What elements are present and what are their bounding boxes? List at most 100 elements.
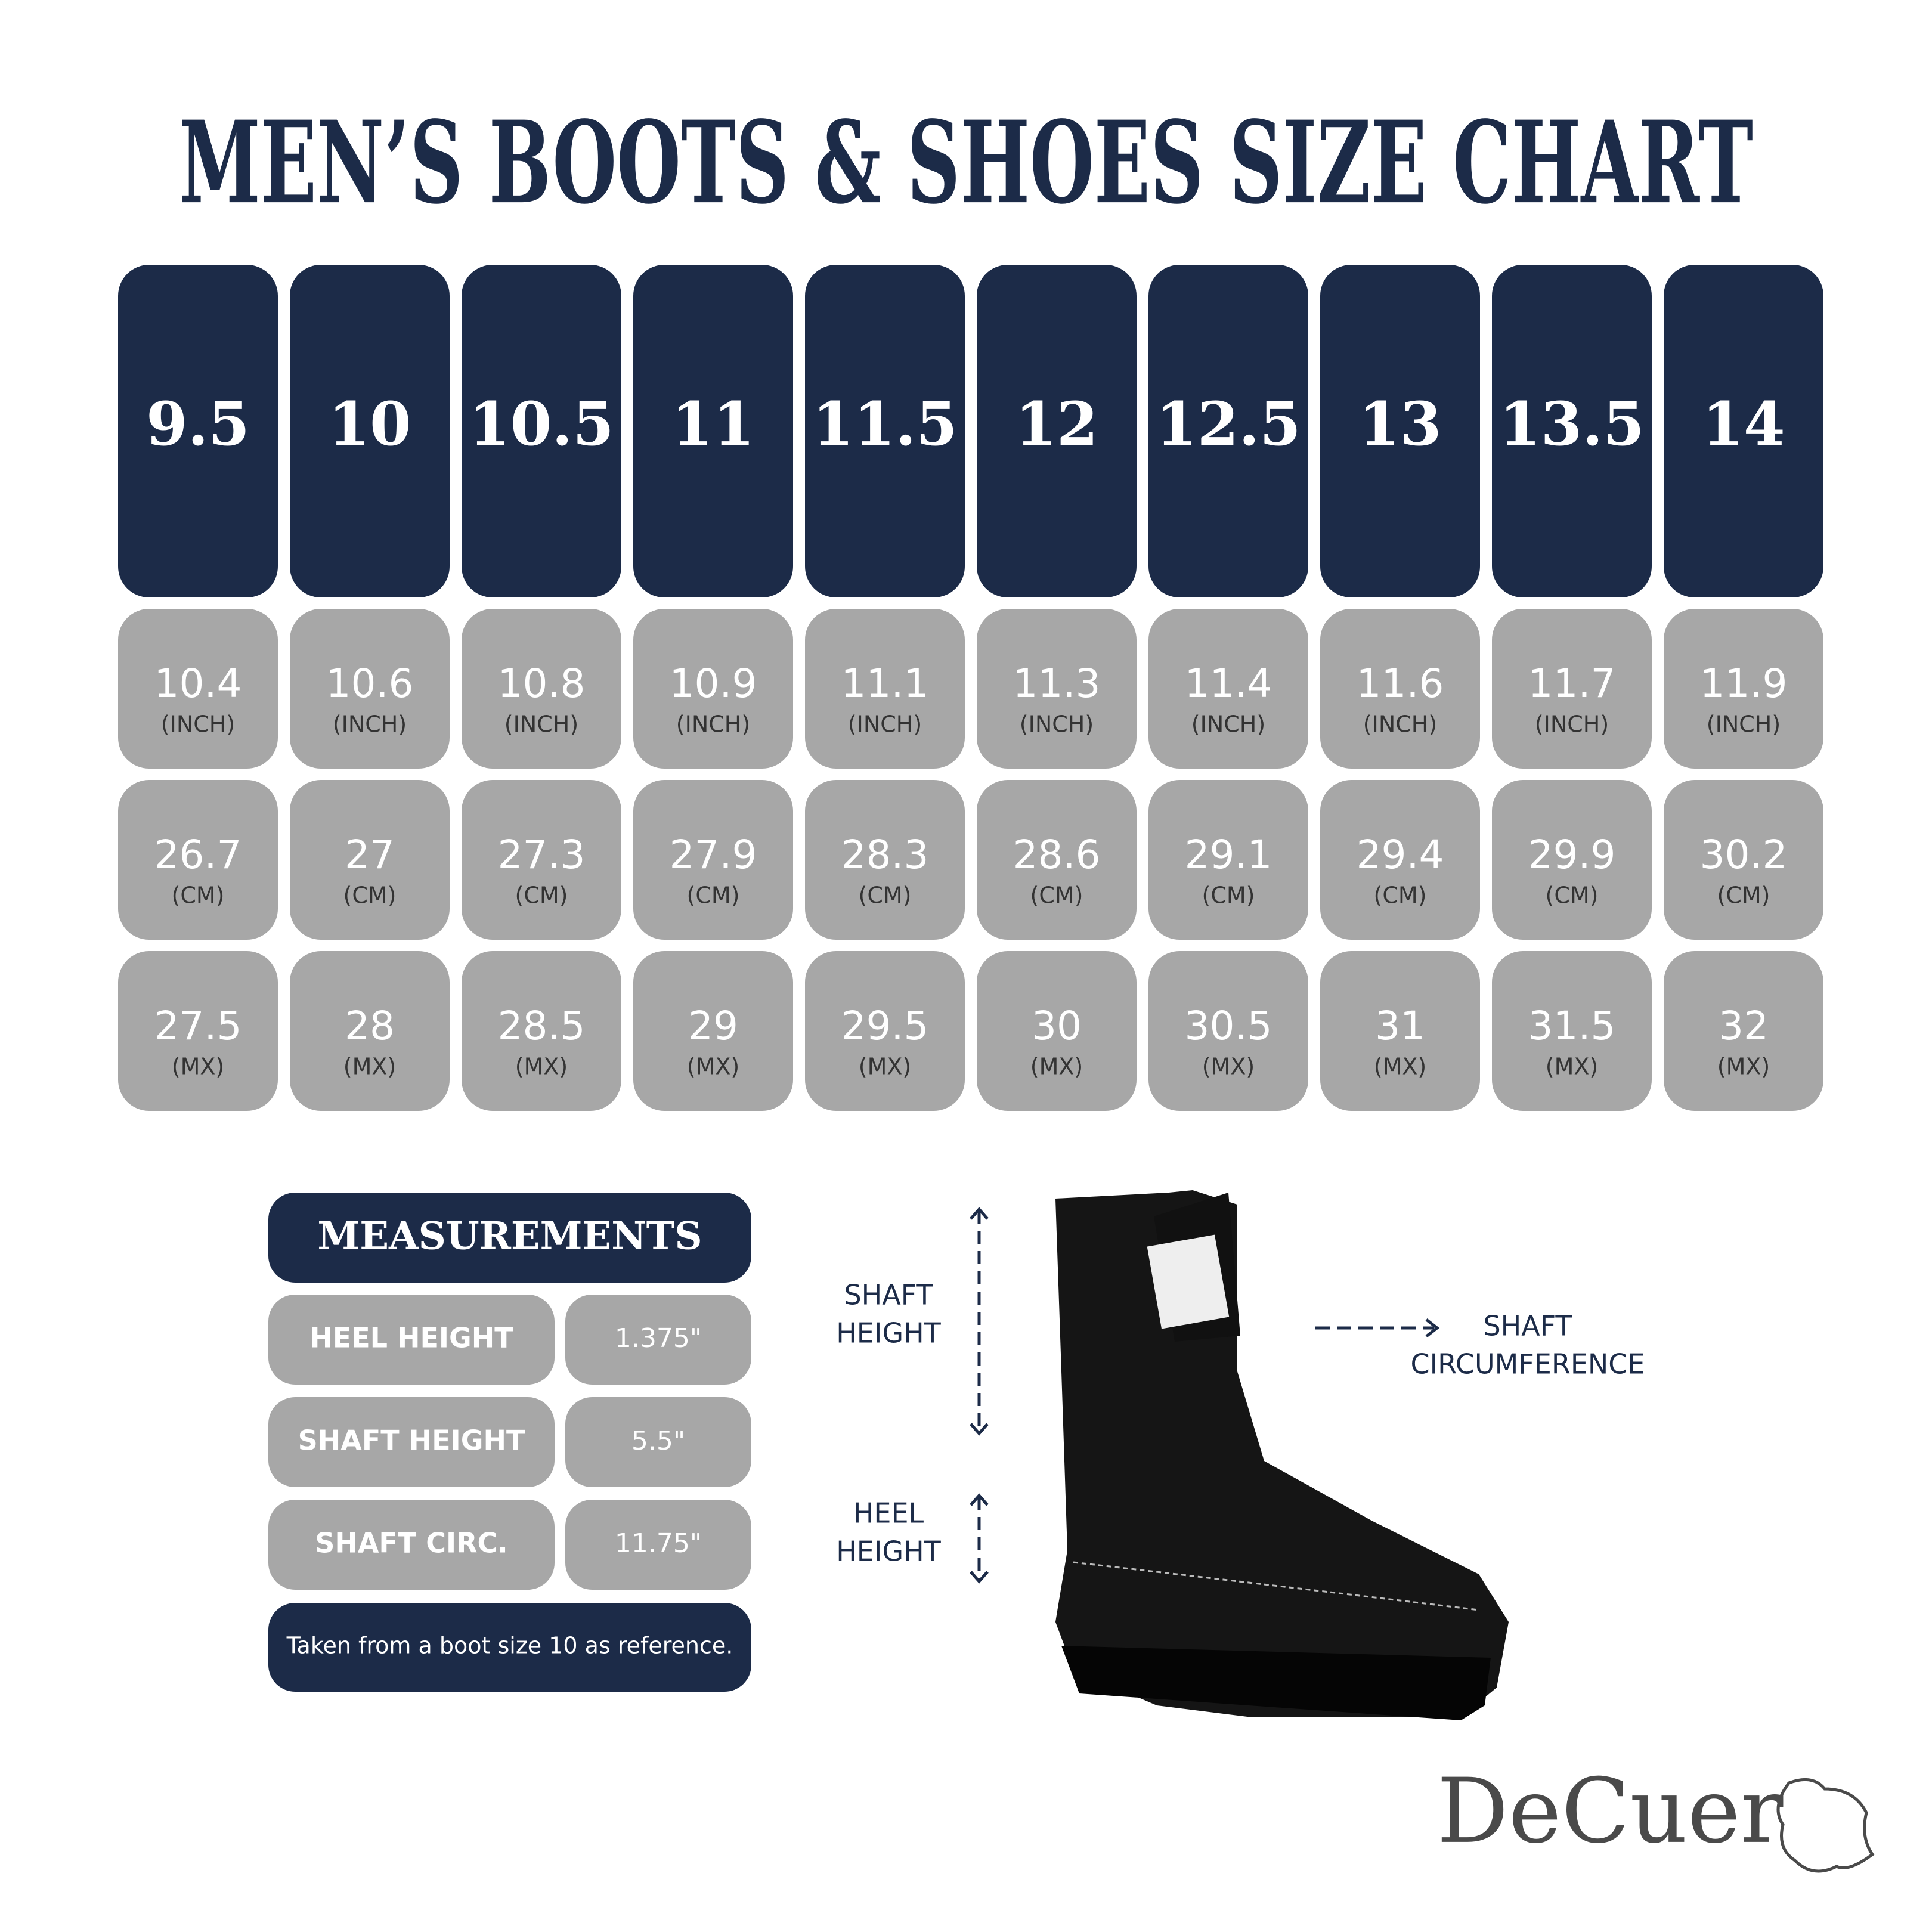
mx-value: 31 xyxy=(1375,1003,1425,1049)
logo-icon xyxy=(1776,1778,1875,1873)
measurements: MEASUREMENTS HEEL HEIGHT 1.375" SHAFT HEIGH… xyxy=(268,1193,751,1692)
mx-unit: (MX) xyxy=(1202,1054,1255,1080)
mx-box xyxy=(462,951,621,1111)
size-box xyxy=(118,265,278,597)
mx-box xyxy=(290,951,450,1111)
inch-box xyxy=(1492,609,1652,769)
size-label: 13.5 xyxy=(1499,389,1645,459)
cm-unit: (CM) xyxy=(687,883,740,909)
inch-box xyxy=(1664,609,1823,769)
cm-unit: (CM) xyxy=(172,883,225,909)
measure-label-box xyxy=(268,1397,555,1487)
inch-unit: (INCH) xyxy=(676,711,750,738)
arrows xyxy=(970,1207,1440,1584)
size-box xyxy=(290,265,450,597)
size-label: 11.5 xyxy=(812,389,958,459)
mx-unit: (MX) xyxy=(1717,1054,1770,1080)
mx-unit: (MX) xyxy=(343,1054,396,1080)
measure-value: 11.75" xyxy=(615,1528,702,1559)
diagram-label: SHAFT xyxy=(844,1279,933,1311)
cm-box xyxy=(1320,780,1480,940)
cm-value: 28.6 xyxy=(1013,832,1101,878)
mx-value: 28 xyxy=(345,1003,395,1049)
cm-box xyxy=(290,780,450,940)
cm-value: 27.9 xyxy=(670,832,757,878)
measure-label-box xyxy=(268,1500,555,1590)
size-box xyxy=(805,265,965,597)
size-label: 10 xyxy=(328,389,411,459)
size-label: 14 xyxy=(1702,389,1785,459)
title: MEN’S BOOTS & SHOES SIZE CHART xyxy=(179,96,1753,229)
mx-value: 30 xyxy=(1032,1003,1082,1049)
cm-value: 27.3 xyxy=(498,832,586,878)
inch-unit: (INCH) xyxy=(1707,711,1781,738)
measure-value-box xyxy=(565,1295,751,1385)
cm-box xyxy=(1664,780,1823,940)
size-label: 13 xyxy=(1358,389,1441,459)
inch-unit: (INCH) xyxy=(333,711,407,738)
measure-label: SHAFT HEIGHT xyxy=(298,1425,525,1457)
measure-value-box xyxy=(565,1500,751,1590)
inch-unit: (INCH) xyxy=(504,711,578,738)
size-label: 10.5 xyxy=(469,389,614,459)
inch-value: 11.9 xyxy=(1700,661,1788,707)
cm-box xyxy=(1492,780,1652,940)
cm-box xyxy=(805,780,965,940)
inch-value: 10.4 xyxy=(154,661,242,707)
cm-value: 29.4 xyxy=(1357,832,1444,878)
inch-unit: (INCH) xyxy=(1535,711,1609,738)
mx-box xyxy=(118,951,278,1111)
size-label: 11 xyxy=(671,389,754,459)
diagram-label: HEEL xyxy=(853,1497,924,1530)
measurements-header: MEASUREMENTS xyxy=(317,1214,702,1259)
mx-box xyxy=(1148,951,1308,1111)
cm-unit: (CM) xyxy=(1717,883,1770,909)
mx-value: 29.5 xyxy=(841,1003,929,1049)
size-box xyxy=(462,265,621,597)
mx-value: 31.5 xyxy=(1528,1003,1616,1049)
cm-value: 27 xyxy=(345,832,395,878)
inch-unit: (INCH) xyxy=(1020,711,1094,738)
size-box xyxy=(1492,265,1652,597)
note: Taken from a boot size 10 as reference. xyxy=(286,1633,733,1659)
inch-value: 11.3 xyxy=(1013,661,1101,707)
cm-unit: (CM) xyxy=(1030,883,1083,909)
measure-value-box xyxy=(565,1397,751,1487)
mx-value: 28.5 xyxy=(498,1003,586,1049)
mx-value: 29 xyxy=(688,1003,738,1049)
cm-box xyxy=(1148,780,1308,940)
size-box xyxy=(1148,265,1308,597)
diagram-label: HEIGHT xyxy=(836,1535,941,1568)
cm-value: 29.9 xyxy=(1528,832,1616,878)
size-box xyxy=(977,265,1137,597)
inch-value: 10.6 xyxy=(326,661,414,707)
mx-unit: (MX) xyxy=(172,1054,224,1080)
logo: DeCuer xyxy=(1437,1760,1784,1863)
cm-value: 29.1 xyxy=(1185,832,1272,878)
measure-label-box xyxy=(268,1295,555,1385)
inch-value: 11.6 xyxy=(1357,661,1444,707)
inch-value: 11.1 xyxy=(841,661,929,707)
size-box xyxy=(1664,265,1823,597)
inch-box xyxy=(290,609,450,769)
inch-box xyxy=(977,609,1137,769)
size-box xyxy=(633,265,793,597)
cm-box xyxy=(977,780,1137,940)
measurements-header-box xyxy=(268,1193,751,1283)
measure-value: 5.5" xyxy=(631,1426,685,1456)
measure-label: SHAFT CIRC. xyxy=(315,1527,508,1559)
inch-box xyxy=(462,609,621,769)
inch-box xyxy=(118,609,278,769)
mx-box xyxy=(633,951,793,1111)
inch-value: 10.9 xyxy=(670,661,757,707)
inch-box xyxy=(1320,609,1480,769)
mx-box xyxy=(1492,951,1652,1111)
cm-value: 28.3 xyxy=(841,832,929,878)
inch-unit: (INCH) xyxy=(1191,711,1265,738)
mx-box xyxy=(1320,951,1480,1111)
cm-unit: (CM) xyxy=(1202,883,1255,909)
measure-label: HEEL HEIGHT xyxy=(309,1322,513,1354)
size-grid: 9.5 10.4 (INCH) 26.7 (CM) 27.5 (MX) 10 10.6 (INCH… xyxy=(118,265,1823,1111)
cm-unit: (CM) xyxy=(1546,883,1599,909)
